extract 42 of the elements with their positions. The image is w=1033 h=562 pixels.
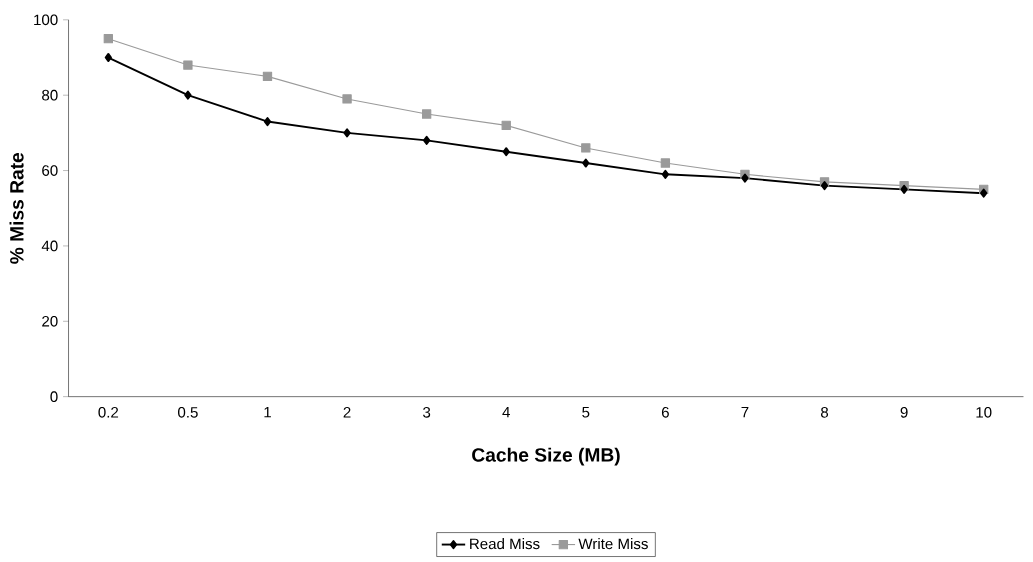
y-tick-label: 0 — [50, 391, 58, 403]
x-axis-title: Cache Size (MB) — [472, 447, 620, 466]
point — [262, 71, 273, 82]
x-tick-label: 7 — [741, 407, 749, 418]
point — [104, 53, 112, 63]
y-tick-label: 60 — [42, 165, 58, 177]
x-tick-label: 1 — [264, 407, 271, 418]
point — [820, 181, 829, 191]
y-tick-label: 20 — [42, 316, 58, 327]
point — [980, 188, 988, 198]
y-axis-title: % Miss Rate — [9, 153, 24, 264]
point — [342, 94, 352, 104]
x-tick-label: 3 — [423, 407, 431, 418]
x-tick-label: 5 — [582, 407, 590, 418]
y-tick-label: 40 — [41, 240, 58, 252]
x-tick-label: 2 — [343, 407, 351, 418]
point — [900, 184, 908, 195]
point — [183, 60, 193, 70]
x-tick-label: 4 — [502, 407, 510, 418]
legend-label: Read Miss — [470, 538, 540, 550]
point — [184, 90, 192, 100]
point — [263, 117, 272, 127]
y-tick-label: 80 — [42, 89, 58, 101]
x-tick-label: 10 — [976, 407, 992, 418]
point — [661, 169, 670, 179]
point — [103, 34, 113, 44]
point — [343, 128, 351, 138]
point — [502, 147, 510, 157]
point — [660, 158, 671, 168]
y-tick-label: 100 — [34, 14, 58, 26]
x-tick-label: 0.2 — [98, 407, 119, 418]
point — [421, 109, 432, 119]
point — [423, 135, 431, 146]
point — [582, 158, 590, 168]
x-tick-label: 8 — [820, 407, 829, 418]
x-tick-label: 9 — [900, 407, 908, 418]
point — [501, 120, 511, 131]
legend-label: Write Miss — [578, 538, 648, 550]
point — [581, 143, 591, 153]
x-tick-label: 0.5 — [178, 407, 198, 418]
point — [741, 173, 749, 183]
x-tick-label: 6 — [661, 407, 669, 418]
